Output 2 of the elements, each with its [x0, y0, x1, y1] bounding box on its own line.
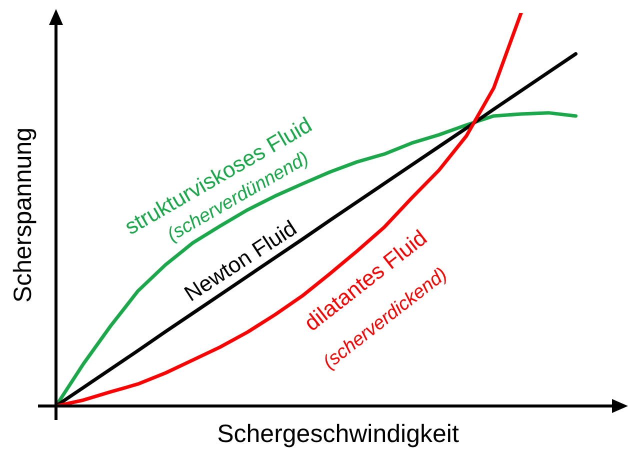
x-axis-title: Schergeschwindigkeit — [217, 420, 459, 448]
y-axis-title: Scherspannung — [9, 127, 37, 303]
